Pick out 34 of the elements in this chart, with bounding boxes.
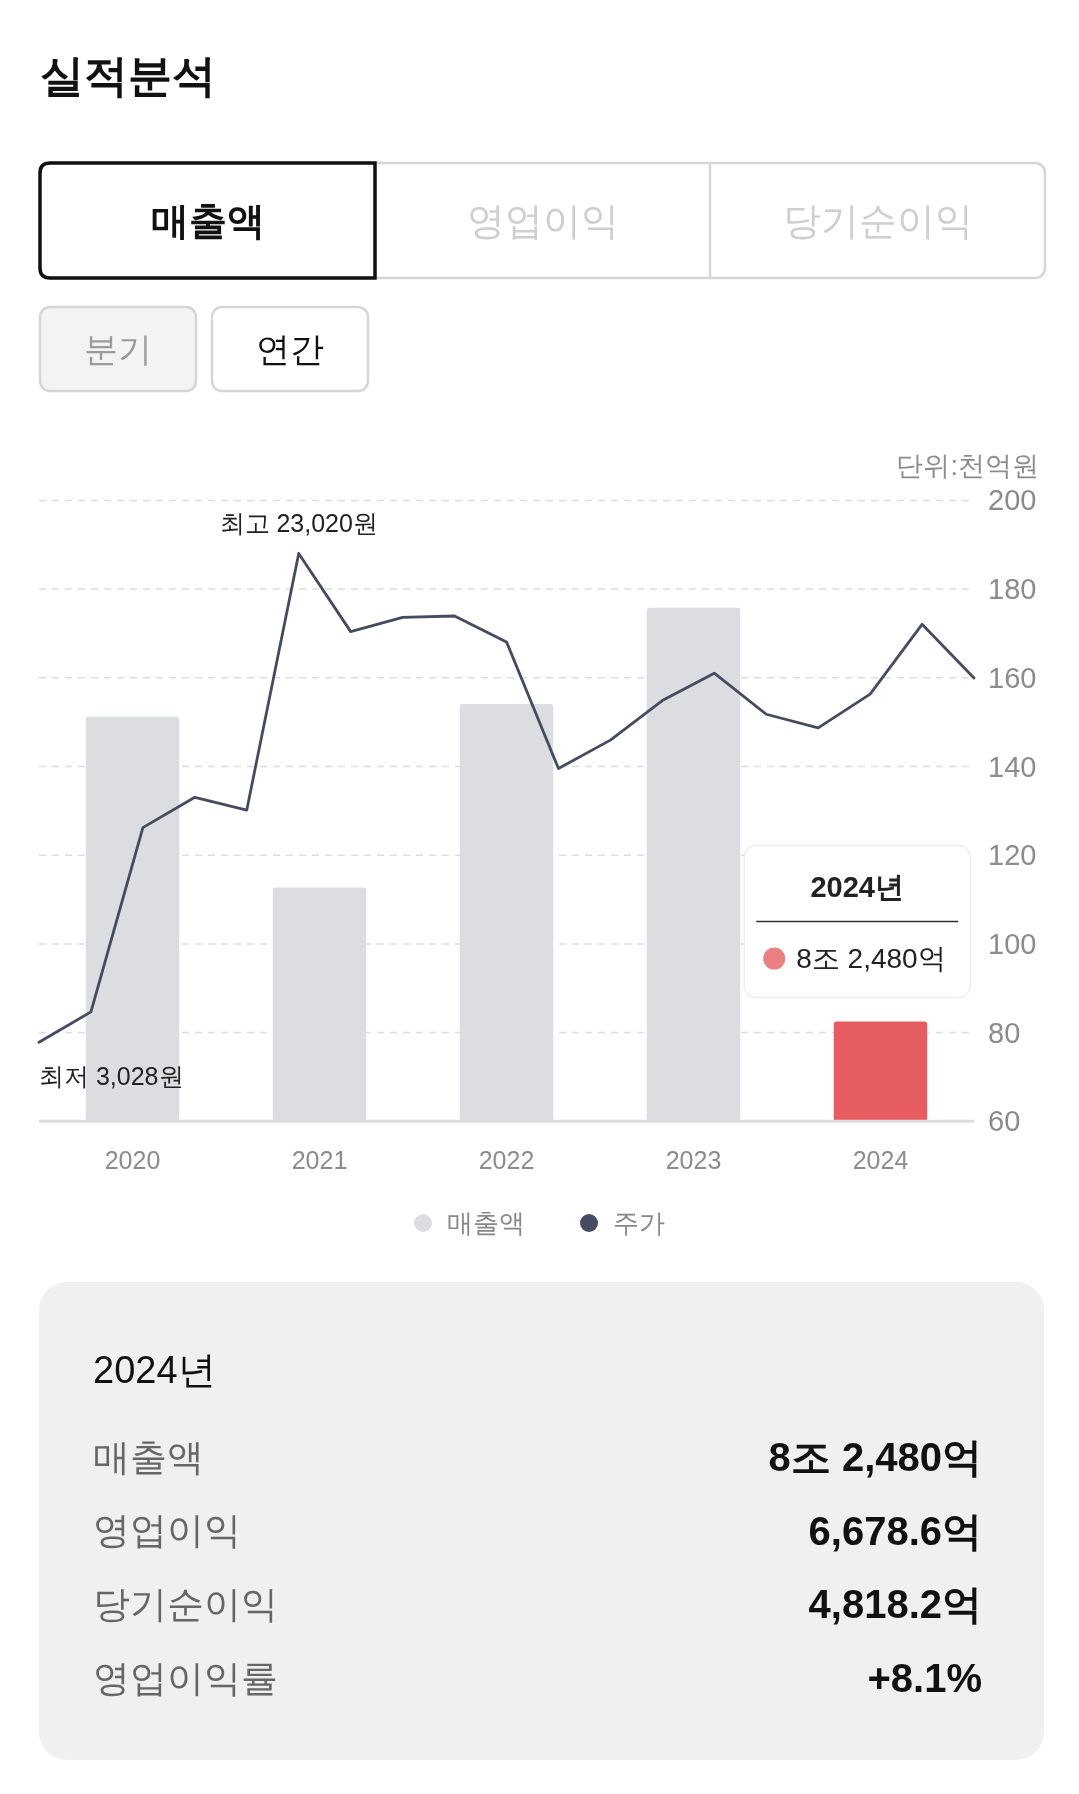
y-tick-label: 180 (988, 573, 1037, 606)
y-tick-label: 100 (988, 927, 1037, 960)
y-tick-label: 60 (988, 1105, 1021, 1138)
text: 분기 (84, 330, 152, 368)
text: 연간 (256, 330, 324, 368)
y-tick-label: 200 (988, 484, 1037, 517)
text: 2024년 (93, 1349, 216, 1391)
y-axis-title: 단위:천억원 (896, 451, 1039, 481)
annotation: 최저 3,028원 (39, 1062, 184, 1091)
x-tick-label: 2024 (852, 1146, 909, 1174)
x-tick-label: 2021 (291, 1146, 348, 1174)
text: 당기순이익 (93, 1583, 278, 1625)
legend-label: 주가 (613, 1208, 665, 1238)
y-tick-label: 80 (988, 1016, 1021, 1049)
x-tick-label: 2022 (478, 1146, 535, 1174)
text: 4,818.2억 (808, 1582, 982, 1627)
text: 영업이익 (93, 1510, 241, 1552)
y-tick-label: 160 (988, 661, 1037, 694)
annotation: 2024년 (810, 870, 905, 903)
text: 영업이익률 (93, 1657, 278, 1699)
text: +8.1% (867, 1656, 982, 1701)
text: 6,678.6억 (808, 1508, 982, 1553)
x-tick-label: 2023 (665, 1146, 722, 1174)
y-tick-label: 120 (988, 839, 1037, 872)
legend-label: 매출액 (447, 1208, 525, 1238)
tooltip: 2024년 8조 2,480억 (743, 844, 971, 999)
text: 실적분석 (40, 50, 216, 100)
y-tick-label: 140 (988, 750, 1037, 783)
annotation: 8조 2,480억 (796, 943, 946, 975)
text: 매출액 (150, 199, 265, 242)
annotation: 최고 23,020원 (219, 509, 378, 538)
text: 8조 2,480억 (768, 1435, 982, 1479)
x-tick-label: 2020 (104, 1146, 161, 1174)
text: 매출액 (93, 1436, 204, 1478)
